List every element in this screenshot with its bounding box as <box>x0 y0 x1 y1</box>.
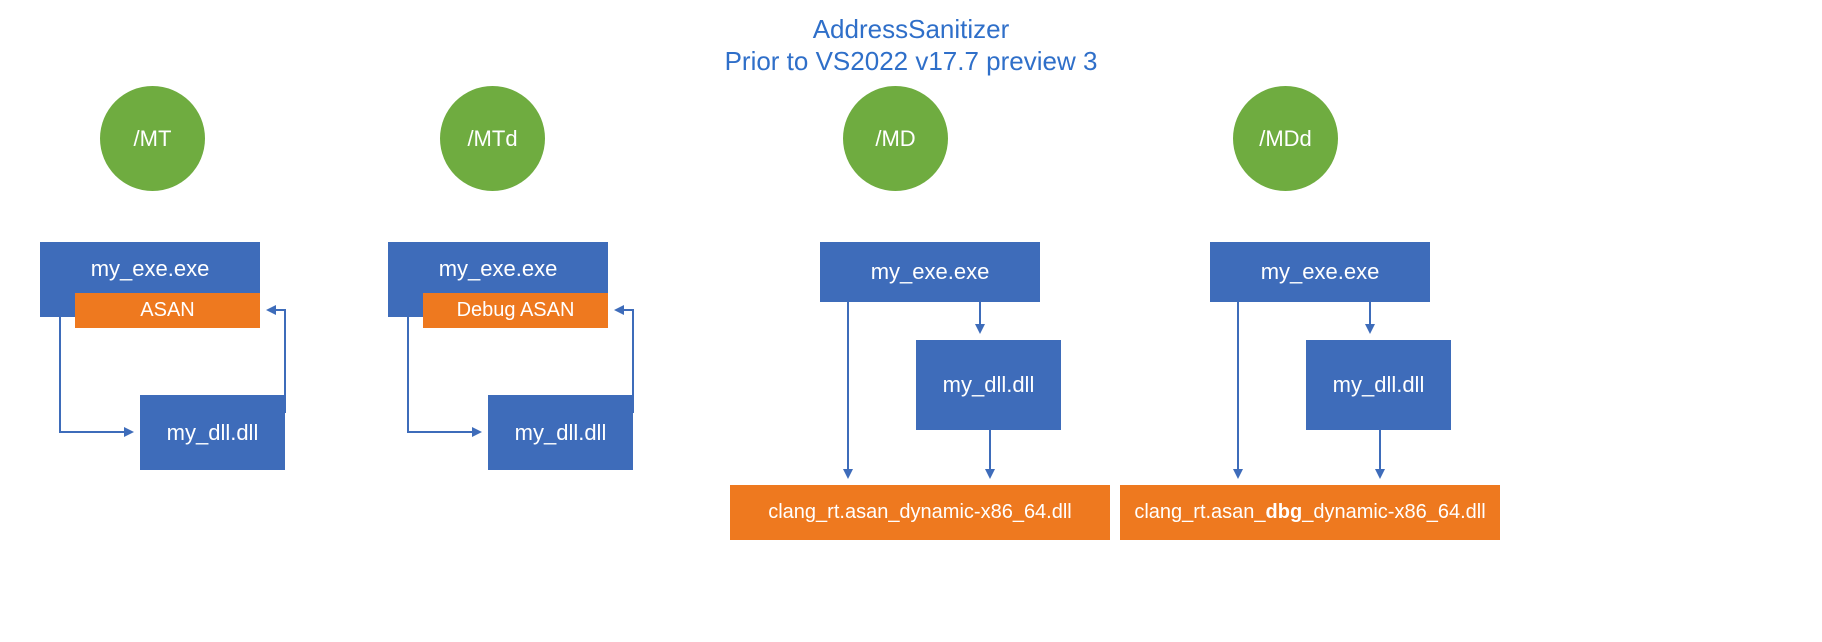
md-asan-box: clang_rt.asan_dynamic-x86_64.dll <box>730 485 1110 540</box>
mt-asan-label: ASAN <box>140 299 194 322</box>
mt-dll-box: my_dll.dll <box>140 395 285 470</box>
mdd-dll-label: my_dll.dll <box>1333 372 1425 398</box>
mtd-dll-label: my_dll.dll <box>515 420 607 446</box>
md-circle: /MD <box>843 86 948 191</box>
mdd-circle-label: /MDd <box>1259 126 1312 152</box>
mdd-asan-part1: dbg <box>1266 501 1303 523</box>
mdd-asan-box: clang_rt.asan_dbg_dynamic-x86_64.dll <box>1120 485 1500 540</box>
mt-dll-label: my_dll.dll <box>167 420 259 446</box>
title-line1: AddressSanitizer <box>0 14 1822 45</box>
mtd-circle-label: /MTd <box>467 126 517 152</box>
md-exe-box: my_exe.exe <box>820 242 1040 302</box>
mdd-asan-part0: clang_rt.asan_ <box>1134 501 1265 523</box>
mt-circle-label: /MT <box>134 126 172 152</box>
mtd-asan-box: Debug ASAN <box>423 293 608 328</box>
md-asan-label: clang_rt.asan_dynamic-x86_64.dll <box>768 501 1072 524</box>
md-circle-label: /MD <box>875 126 915 152</box>
title-line2: Prior to VS2022 v17.7 preview 3 <box>0 46 1822 77</box>
mt-exe-label: my_exe.exe <box>91 256 210 282</box>
mdd-exe-box: my_exe.exe <box>1210 242 1430 302</box>
mdd-asan-label: clang_rt.asan_dbg_dynamic-x86_64.dll <box>1134 501 1485 524</box>
mdd-exe-label: my_exe.exe <box>1261 259 1380 285</box>
mdd-asan-part2: _dynamic-x86_64.dll <box>1302 501 1485 523</box>
mt-circle: /MT <box>100 86 205 191</box>
diagram-canvas: AddressSanitizer Prior to VS2022 v17.7 p… <box>0 0 1822 642</box>
md-dll-box: my_dll.dll <box>916 340 1061 430</box>
mdd-circle: /MDd <box>1233 86 1338 191</box>
mtd-circle: /MTd <box>440 86 545 191</box>
mt-asan-box: ASAN <box>75 293 260 328</box>
mtd-exe-label: my_exe.exe <box>439 256 558 282</box>
mtd-dll-box: my_dll.dll <box>488 395 633 470</box>
mtd-asan-label: Debug ASAN <box>457 299 575 322</box>
md-dll-label: my_dll.dll <box>943 372 1035 398</box>
mdd-dll-box: my_dll.dll <box>1306 340 1451 430</box>
md-exe-label: my_exe.exe <box>871 259 990 285</box>
